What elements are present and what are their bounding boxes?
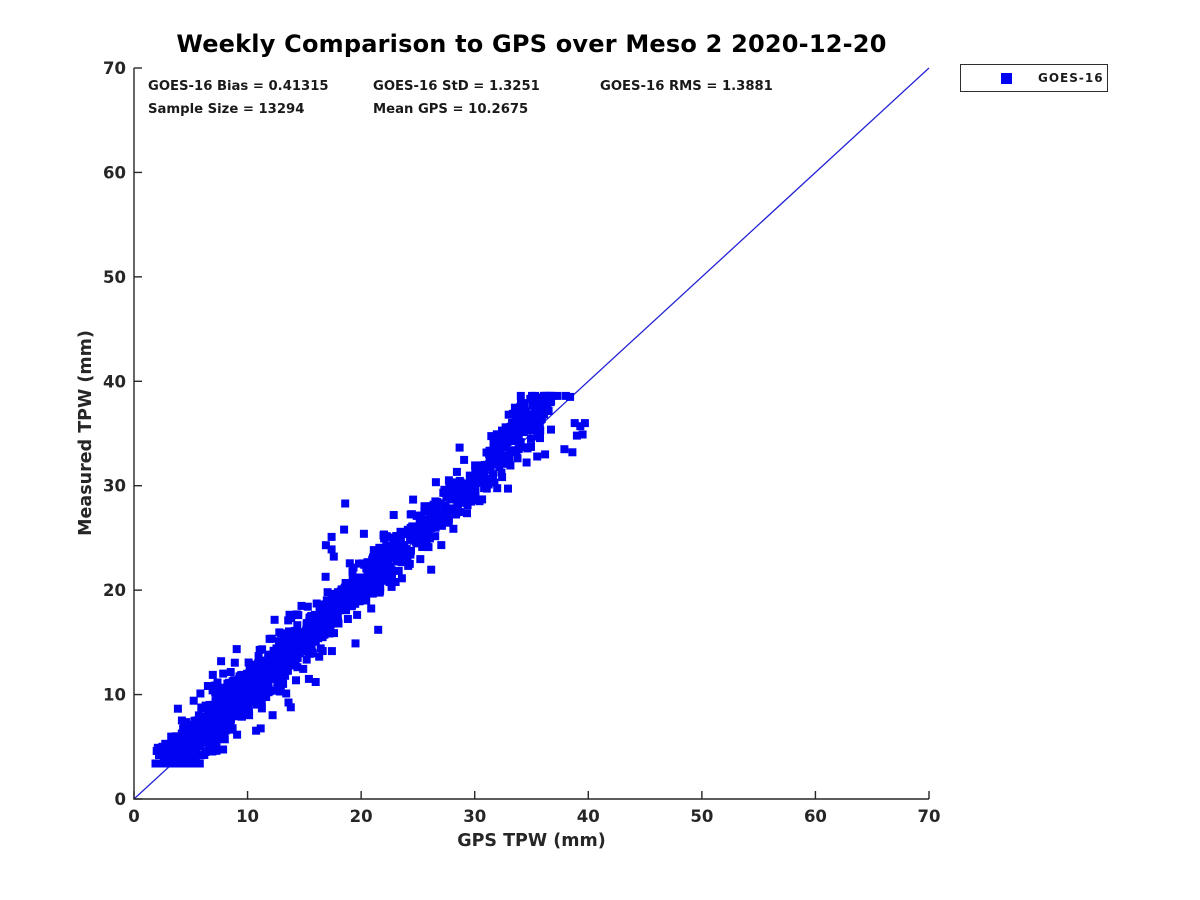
chart-title: Weekly Comparison to GPS over Meso 2 202… bbox=[176, 30, 887, 58]
x-tick-label: 10 bbox=[236, 807, 259, 826]
legend-box: GOES-16 bbox=[960, 64, 1108, 92]
x-tick-label: 20 bbox=[350, 807, 373, 826]
x-tick-label: 50 bbox=[690, 807, 713, 826]
x-tick-label: 0 bbox=[128, 807, 139, 826]
y-tick-label: 20 bbox=[103, 581, 126, 600]
y-axis-label: Measured TPW (mm) bbox=[76, 330, 96, 536]
stat-mean-gps-text: Mean GPS = 10.2675 bbox=[373, 102, 529, 117]
stat-std-text: GOES-16 StD = 1.3251 bbox=[373, 79, 540, 94]
y-tick-label: 30 bbox=[103, 477, 126, 496]
y-tick-label: 50 bbox=[103, 268, 126, 287]
x-tick-label: 40 bbox=[577, 807, 600, 826]
stat-sample-size-text: Sample Size = 13294 bbox=[148, 102, 305, 117]
y-tick-label: 60 bbox=[103, 163, 126, 182]
y-tick-label: 10 bbox=[103, 686, 126, 705]
x-tick-label: 60 bbox=[804, 807, 827, 826]
legend-series-label: GOES-16 bbox=[1038, 71, 1104, 85]
legend-square-icon bbox=[1001, 72, 1012, 84]
stat-bias-text: GOES-16 Bias = 0.41315 bbox=[148, 79, 329, 94]
y-tick-label: 70 bbox=[103, 59, 126, 78]
x-tick-label: 30 bbox=[463, 807, 486, 826]
scatter-points bbox=[151, 391, 589, 768]
stat-rms-text: GOES-16 RMS = 1.3881 bbox=[600, 79, 773, 94]
x-axis-label: GPS TPW (mm) bbox=[457, 831, 606, 851]
y-tick-label: 0 bbox=[115, 790, 126, 809]
x-tick-label: 70 bbox=[918, 807, 941, 826]
tick-labels: 0 10 20 30 40 50 60 70 0 10 20 30 40 50 60 70 bbox=[103, 59, 940, 826]
tick-marks bbox=[133, 67, 930, 800]
y-tick-label: 40 bbox=[103, 372, 126, 391]
